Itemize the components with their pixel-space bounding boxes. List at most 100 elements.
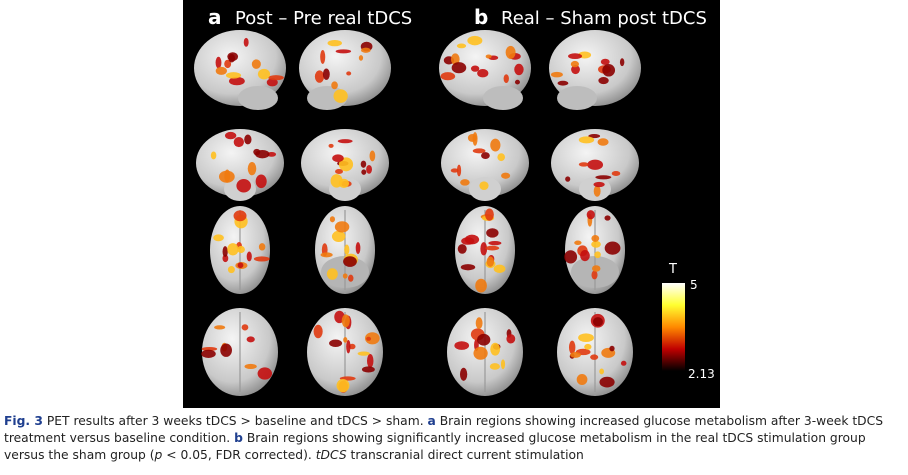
activation-blob [500,359,506,370]
activation-blob [490,342,501,356]
cerebellum [238,86,278,110]
activation-blob [571,64,580,75]
activation-blob [331,81,338,90]
activation-blob [611,171,621,176]
activation-blob [578,333,594,343]
activation-blob [450,168,459,173]
activation-blob [338,157,354,172]
activation-blob [336,378,350,393]
activation-blob [591,234,600,242]
caption-panel-ref: a [427,414,436,428]
activation-blob [568,340,576,355]
figure-caption: Fig. 3 PET results after 3 weeks tDCS > … [4,413,904,464]
activation-blob [255,174,267,189]
activation-blob [604,241,621,255]
activation-blob [227,266,235,274]
activation-blob [460,264,476,271]
activation-blob [584,343,592,350]
activation-blob [228,53,236,63]
activation-blob [595,175,612,180]
caption-text: PET results after 3 weeks tDCS > baselin… [42,414,428,428]
activation-blob [335,169,343,175]
activation-blob [332,154,344,163]
activation-blob [489,363,500,370]
activation-blob [320,252,333,258]
activation-blob [450,53,460,65]
activation-blob [457,244,467,254]
activation-blob [244,134,252,145]
activation-blob [467,35,483,46]
activation-blob [514,63,524,76]
activation-blob [251,59,261,69]
activation-blob [570,60,579,68]
activation-blob [598,77,609,85]
activation-blob [244,363,257,370]
panel-title: Real – Sham post tDCS [501,8,707,29]
activation-blob [257,68,271,80]
activation-blob [593,181,605,188]
activation-blob [550,71,563,78]
activation-blob [357,351,370,356]
activation-blob [619,58,625,67]
activation-blob [485,208,494,221]
activation-blob [215,66,227,75]
activation-blob [253,256,270,262]
caption-text: transcranial direct current stimulation [346,448,584,462]
activation-blob [480,242,488,256]
activation-blob [472,148,486,154]
activation-blob [568,53,583,60]
activation-blob [365,332,380,345]
activation-blob [355,242,361,254]
activation-blob [464,234,480,245]
activation-blob [366,164,373,174]
activation-blob [267,151,277,157]
activation-blob [360,160,367,168]
activation-blob [258,243,266,251]
activation-blob [344,244,350,255]
cerebellum [483,86,523,110]
caption-text: Brain regions showing increased glucose … [4,414,884,445]
activation-blob [257,367,273,380]
activation-blob [459,367,468,381]
activation-blob [514,79,520,85]
activation-blob [361,366,375,373]
activation-blob [266,78,278,87]
activation-blob [228,76,245,86]
activation-blob [322,68,330,80]
panel-title: Post – Pre real tDCS [235,8,412,29]
activation-blob [477,333,491,346]
activation-blob [222,246,228,258]
colorbar-max: 5 [690,278,698,292]
activation-blob [329,339,343,347]
activation-blob [493,264,506,273]
activation-blob [486,256,495,267]
activation-blob [602,64,616,77]
activation-blob [201,349,216,358]
activation-blob [369,150,376,162]
activation-blob [477,69,489,78]
brain-renderings [194,30,641,396]
activation-blob [343,337,348,343]
caption-label: Fig. 3 [4,414,43,428]
activation-blob [565,176,571,182]
caption-text: Brain regions showing significantly incr… [4,431,866,462]
activation-blob [597,138,609,146]
activation-blob [594,251,601,259]
activation-blob [570,351,581,358]
activation-blob [241,324,249,331]
activation-blob [224,131,237,140]
activation-blob [473,346,488,360]
activation-blob [348,274,354,282]
activation-blob [247,162,257,176]
activation-blob [237,262,244,269]
activation-blob [506,334,516,344]
activation-blob [236,178,252,193]
activation-blob [214,325,226,330]
activation-blob [327,40,342,47]
activation-blob [346,339,351,354]
activation-blob [586,210,595,220]
panel-letter: a [208,5,222,29]
activation-blob [604,215,611,221]
activation-blob [460,179,470,186]
